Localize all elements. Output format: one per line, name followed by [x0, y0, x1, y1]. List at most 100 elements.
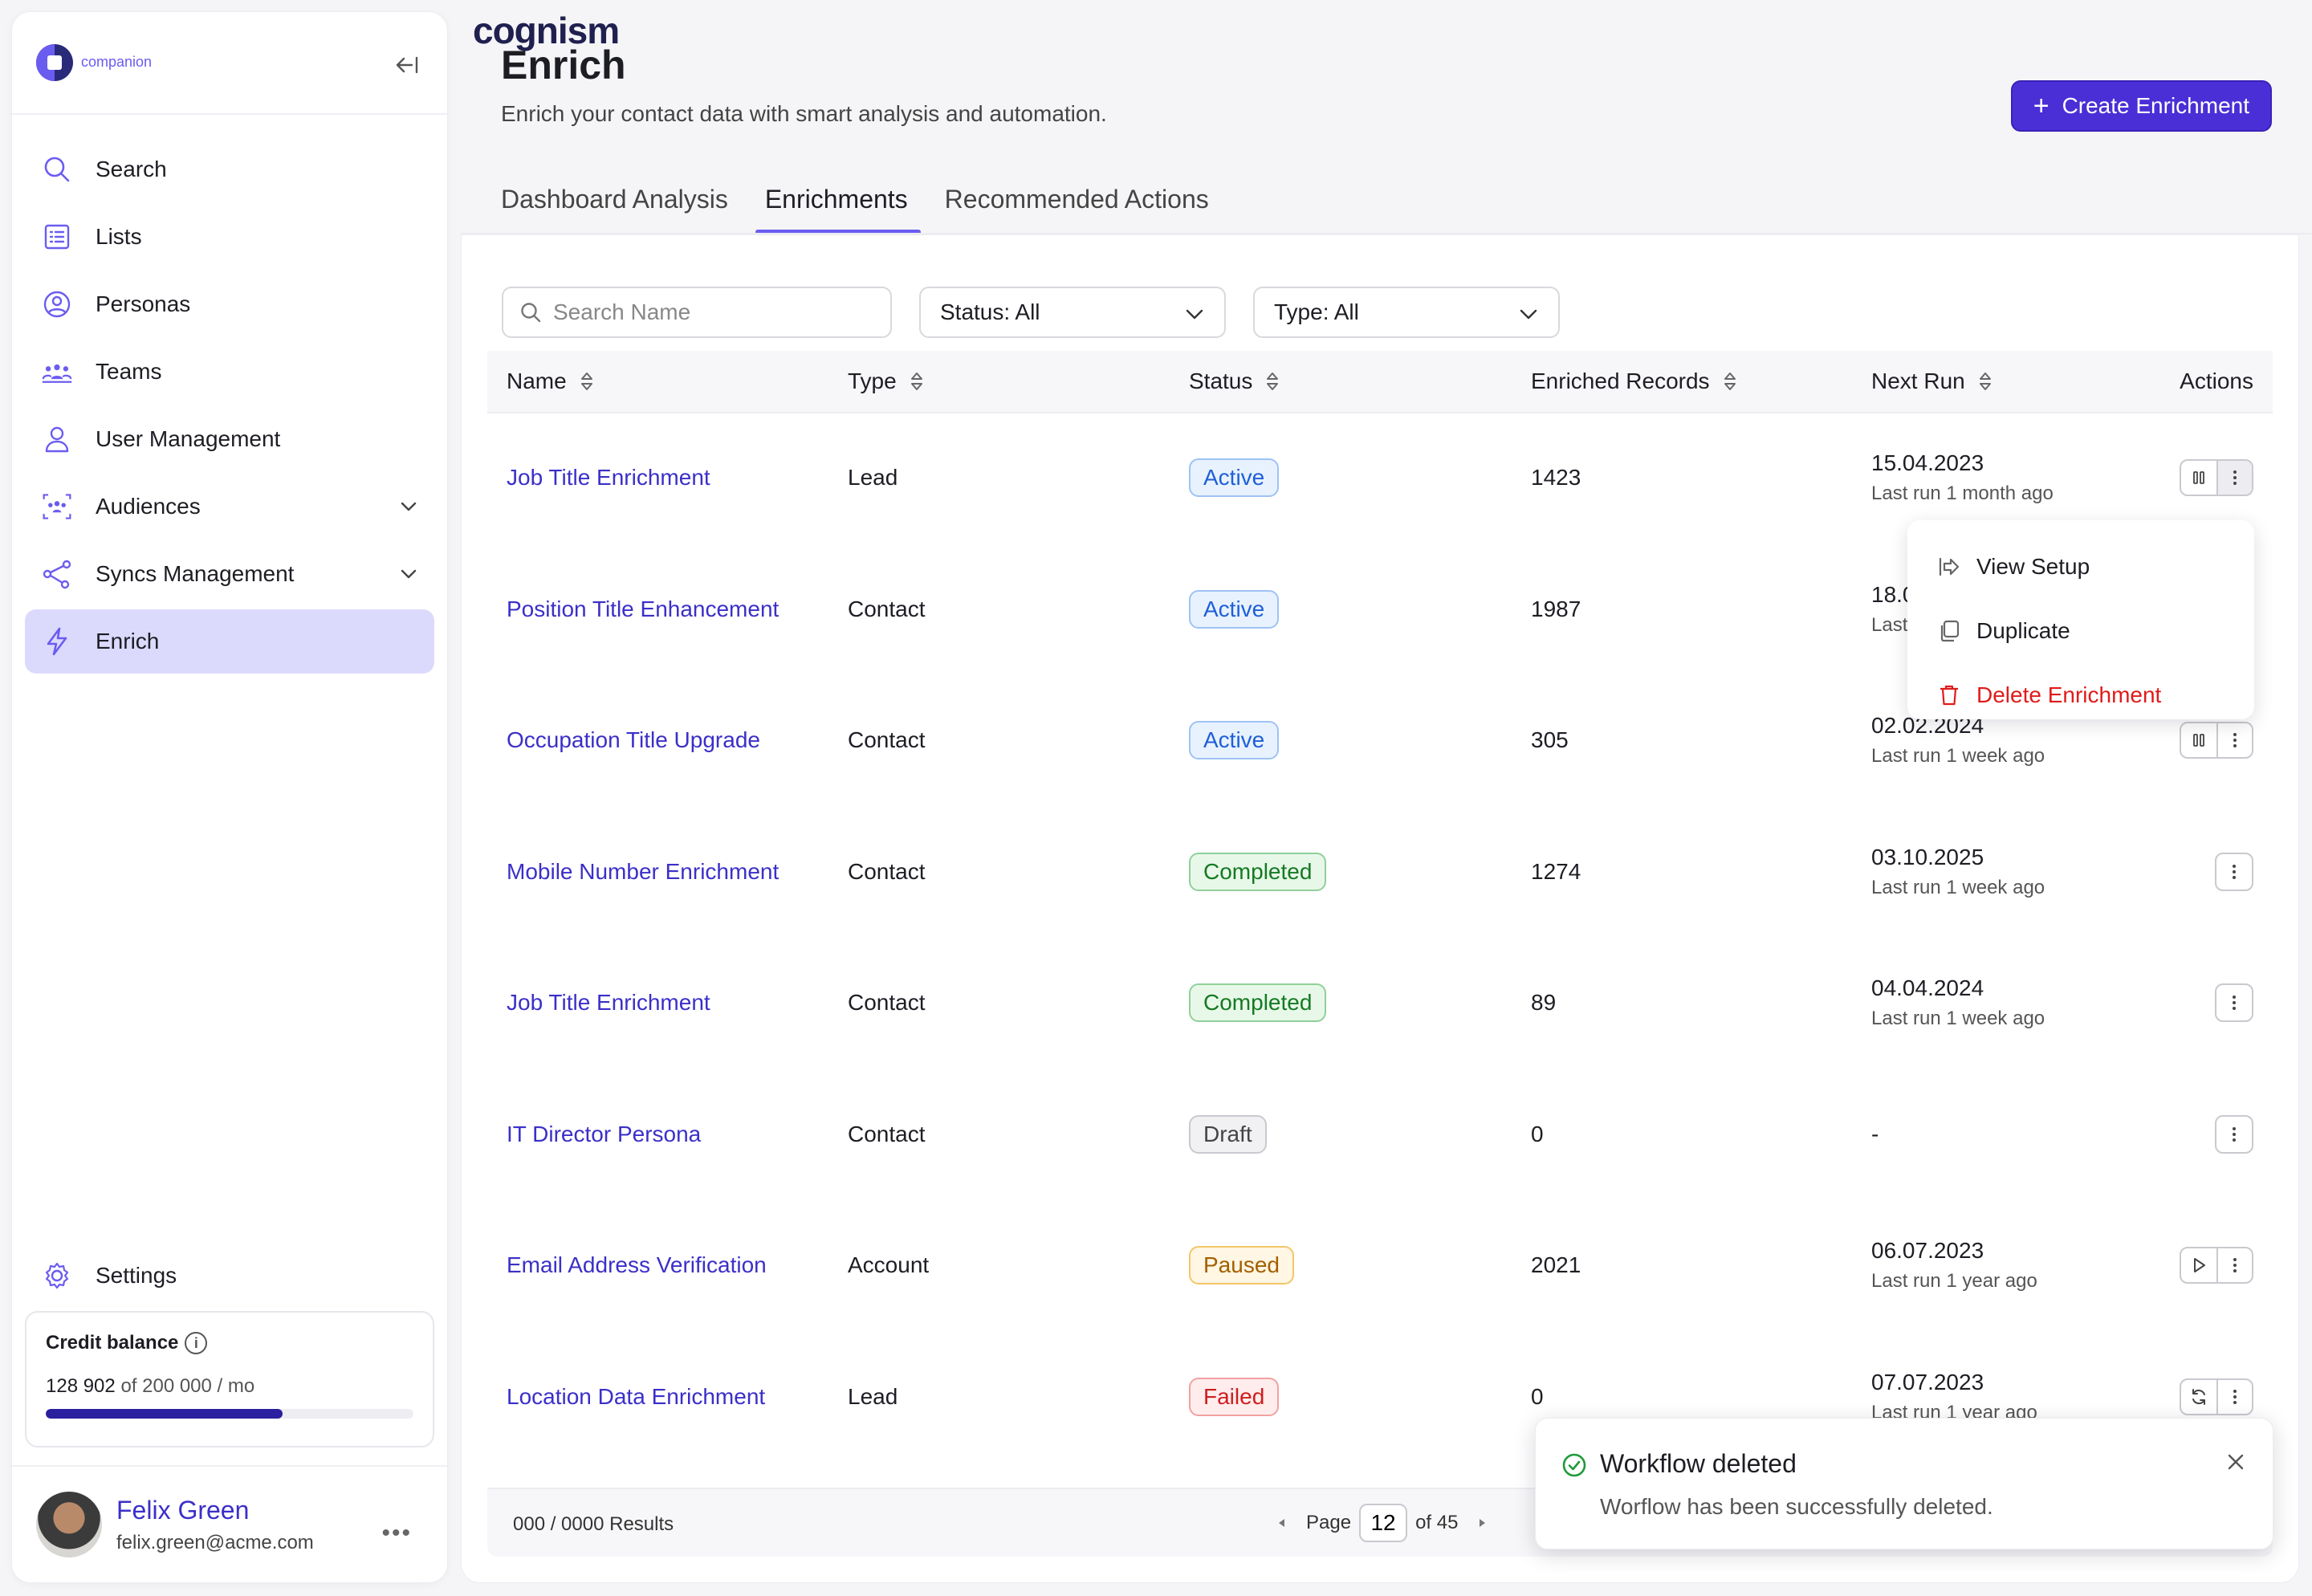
sidebar-item-audiences[interactable]: Audiences — [25, 474, 434, 539]
sort-icon[interactable] — [1265, 371, 1280, 392]
enriched-records-cell: 1423 — [1531, 465, 1581, 490]
column-header-status[interactable]: Status — [1189, 368, 1280, 394]
view-setup-icon — [1936, 554, 1962, 580]
actions-cell — [2215, 938, 2253, 1067]
next-run-date: 04.04.2024 — [1871, 975, 1984, 1000]
more-actions-button[interactable] — [2216, 461, 2252, 495]
collapse-sidebar-icon[interactable] — [393, 55, 420, 75]
user-icon — [41, 423, 73, 455]
status-filter-select[interactable]: Status: All — [919, 287, 1226, 338]
type-cell: Contact — [848, 727, 926, 752]
actions-cell — [2180, 413, 2253, 542]
more-vertical-icon — [2233, 1389, 2237, 1404]
tab-recommended-actions[interactable]: Recommended Actions — [944, 185, 1209, 214]
more-actions-button[interactable] — [2216, 723, 2252, 757]
search-field[interactable] — [502, 287, 892, 338]
column-header-enriched-records[interactable]: Enriched Records — [1531, 368, 1737, 394]
row-action-group — [2180, 459, 2253, 496]
teams-icon — [41, 356, 73, 388]
more-actions-button[interactable] — [2216, 1248, 2252, 1282]
credit-balance-card: Credit balance i 128 902 of 200 000 / mo — [25, 1311, 434, 1447]
info-icon[interactable]: i — [185, 1332, 208, 1354]
credit-progress-bar — [46, 1409, 413, 1419]
enrichment-name-link[interactable]: Location Data Enrichment — [507, 1383, 766, 1409]
audience-icon — [41, 491, 73, 523]
create-enrichment-button[interactable]: + Create Enrichment — [2010, 80, 2272, 132]
status-badge: Completed — [1189, 983, 1327, 1022]
close-icon[interactable] — [2224, 1451, 2247, 1473]
more-actions-button[interactable] — [2215, 1114, 2253, 1154]
next-run-date: - — [1871, 1121, 1879, 1146]
enrichment-name-link[interactable]: Job Title Enrichment — [507, 990, 710, 1015]
more-vertical-icon — [2233, 1126, 2236, 1142]
enrichment-name-link[interactable]: Position Title Enhancement — [507, 596, 779, 621]
sidebar-item-lists[interactable]: Lists — [25, 205, 434, 269]
sidebar-item-user-management[interactable]: User Management — [25, 407, 434, 471]
prev-page-icon[interactable] — [1276, 1517, 1288, 1529]
menu-item-duplicate[interactable]: Duplicate — [1907, 599, 2254, 663]
more-actions-button[interactable] — [2216, 1379, 2252, 1414]
type-filter-value: Type: All — [1274, 299, 1359, 324]
column-header-type[interactable]: Type — [848, 368, 924, 394]
table-header: Name Type Status Enriched Records Next Run Ac… — [487, 351, 2273, 413]
enrichment-name-link[interactable]: Email Address Verification — [507, 1252, 767, 1277]
user-profile[interactable]: Felix Green felix.green@acme.com ••• — [12, 1465, 447, 1582]
menu-item-delete-enrichment[interactable]: Delete Enrichment — [1907, 663, 2254, 727]
type-filter-select[interactable]: Type: All — [1253, 287, 1560, 338]
more-vertical-icon — [2233, 1258, 2237, 1272]
sort-icon[interactable] — [1723, 371, 1737, 392]
pause-button[interactable] — [2181, 461, 2216, 495]
tab-dashboard-analysis[interactable]: Dashboard Analysis — [501, 185, 728, 214]
more-options-icon[interactable]: ••• — [381, 1520, 412, 1546]
enrichment-name-link[interactable]: Mobile Number Enrichment — [507, 858, 779, 884]
sort-icon[interactable] — [580, 371, 594, 392]
list-icon — [41, 221, 73, 253]
sort-icon[interactable] — [1978, 371, 1992, 392]
type-cell: Lead — [848, 465, 898, 490]
filters-bar: Status: All Type: All — [502, 287, 1587, 338]
next-run-cell: 04.04.2024 Last run 1 week ago — [1871, 938, 2045, 1067]
avatar — [36, 1492, 102, 1557]
sidebar-item-personas[interactable]: Personas — [25, 272, 434, 336]
more-actions-button[interactable] — [2215, 983, 2253, 1022]
sidebar-item-label: User Management — [96, 426, 281, 451]
actions-cell — [2215, 808, 2253, 936]
sidebar-item-syncs-management[interactable]: Syncs Management — [25, 542, 434, 606]
next-page-icon[interactable] — [1476, 1517, 1488, 1529]
table-row: Mobile Number Enrichment Contact Complet… — [487, 808, 2273, 936]
enrichment-name-link[interactable]: Job Title Enrichment — [507, 465, 710, 490]
page-number-input[interactable] — [1359, 1504, 1408, 1542]
pause-button[interactable] — [2181, 723, 2216, 757]
status-badge: Active — [1189, 458, 1280, 497]
last-run-text: Last run 1 week ago — [1871, 1008, 2045, 1029]
sidebar-item-teams[interactable]: Teams — [25, 340, 434, 404]
sidebar-item-settings[interactable]: Settings — [25, 1244, 434, 1308]
sidebar-item-label: Search — [96, 157, 167, 181]
table-row: Job Title Enrichment Contact Completed 8… — [487, 938, 2273, 1067]
column-header-label: Next Run — [1871, 368, 1965, 393]
more-actions-button[interactable] — [2215, 852, 2253, 891]
actions-cell — [2215, 1070, 2253, 1199]
sidebar-item-enrich[interactable]: Enrich — [25, 609, 434, 674]
menu-item-view-setup[interactable]: View Setup — [1907, 535, 2254, 599]
menu-item-label: View Setup — [1976, 554, 2090, 579]
search-icon — [521, 303, 541, 323]
resume-button[interactable] — [2181, 1248, 2216, 1282]
table-row: Location Data Enrichment Lead Failed 0 0… — [487, 1333, 2273, 1461]
enrichment-name-link[interactable]: Occupation Title Upgrade — [507, 727, 760, 752]
column-header-label: Name — [507, 368, 567, 393]
sort-icon[interactable] — [910, 371, 924, 392]
enriched-records-cell: 0 — [1531, 1121, 1544, 1146]
search-input[interactable] — [553, 299, 858, 325]
play-icon — [2194, 1258, 2205, 1272]
persona-icon — [41, 288, 73, 320]
enrichment-name-link[interactable]: IT Director Persona — [507, 1121, 702, 1146]
column-header-name[interactable]: Name — [507, 368, 594, 394]
retry-button[interactable] — [2181, 1380, 2216, 1414]
next-run-cell: 03.10.2025 Last run 1 week ago — [1871, 808, 2045, 936]
plus-icon: + — [2033, 90, 2049, 121]
sidebar-item-search[interactable]: Search — [25, 137, 434, 202]
enriched-records-cell: 1274 — [1531, 858, 1581, 884]
column-header-next-run[interactable]: Next Run — [1871, 368, 1992, 394]
tab-enrichments[interactable]: Enrichments — [755, 178, 921, 234]
